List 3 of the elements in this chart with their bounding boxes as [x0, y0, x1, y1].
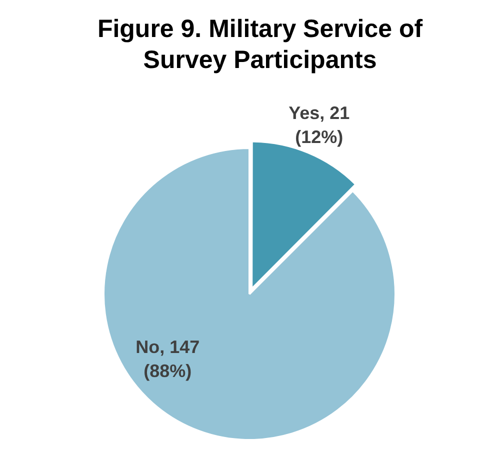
chart-title: Figure 9. Military Service of Survey Participants: [96, 14, 424, 76]
slice-label: Yes, 21 (12%): [288, 102, 350, 147]
slice-label: No, 147 (88%): [136, 336, 200, 381]
